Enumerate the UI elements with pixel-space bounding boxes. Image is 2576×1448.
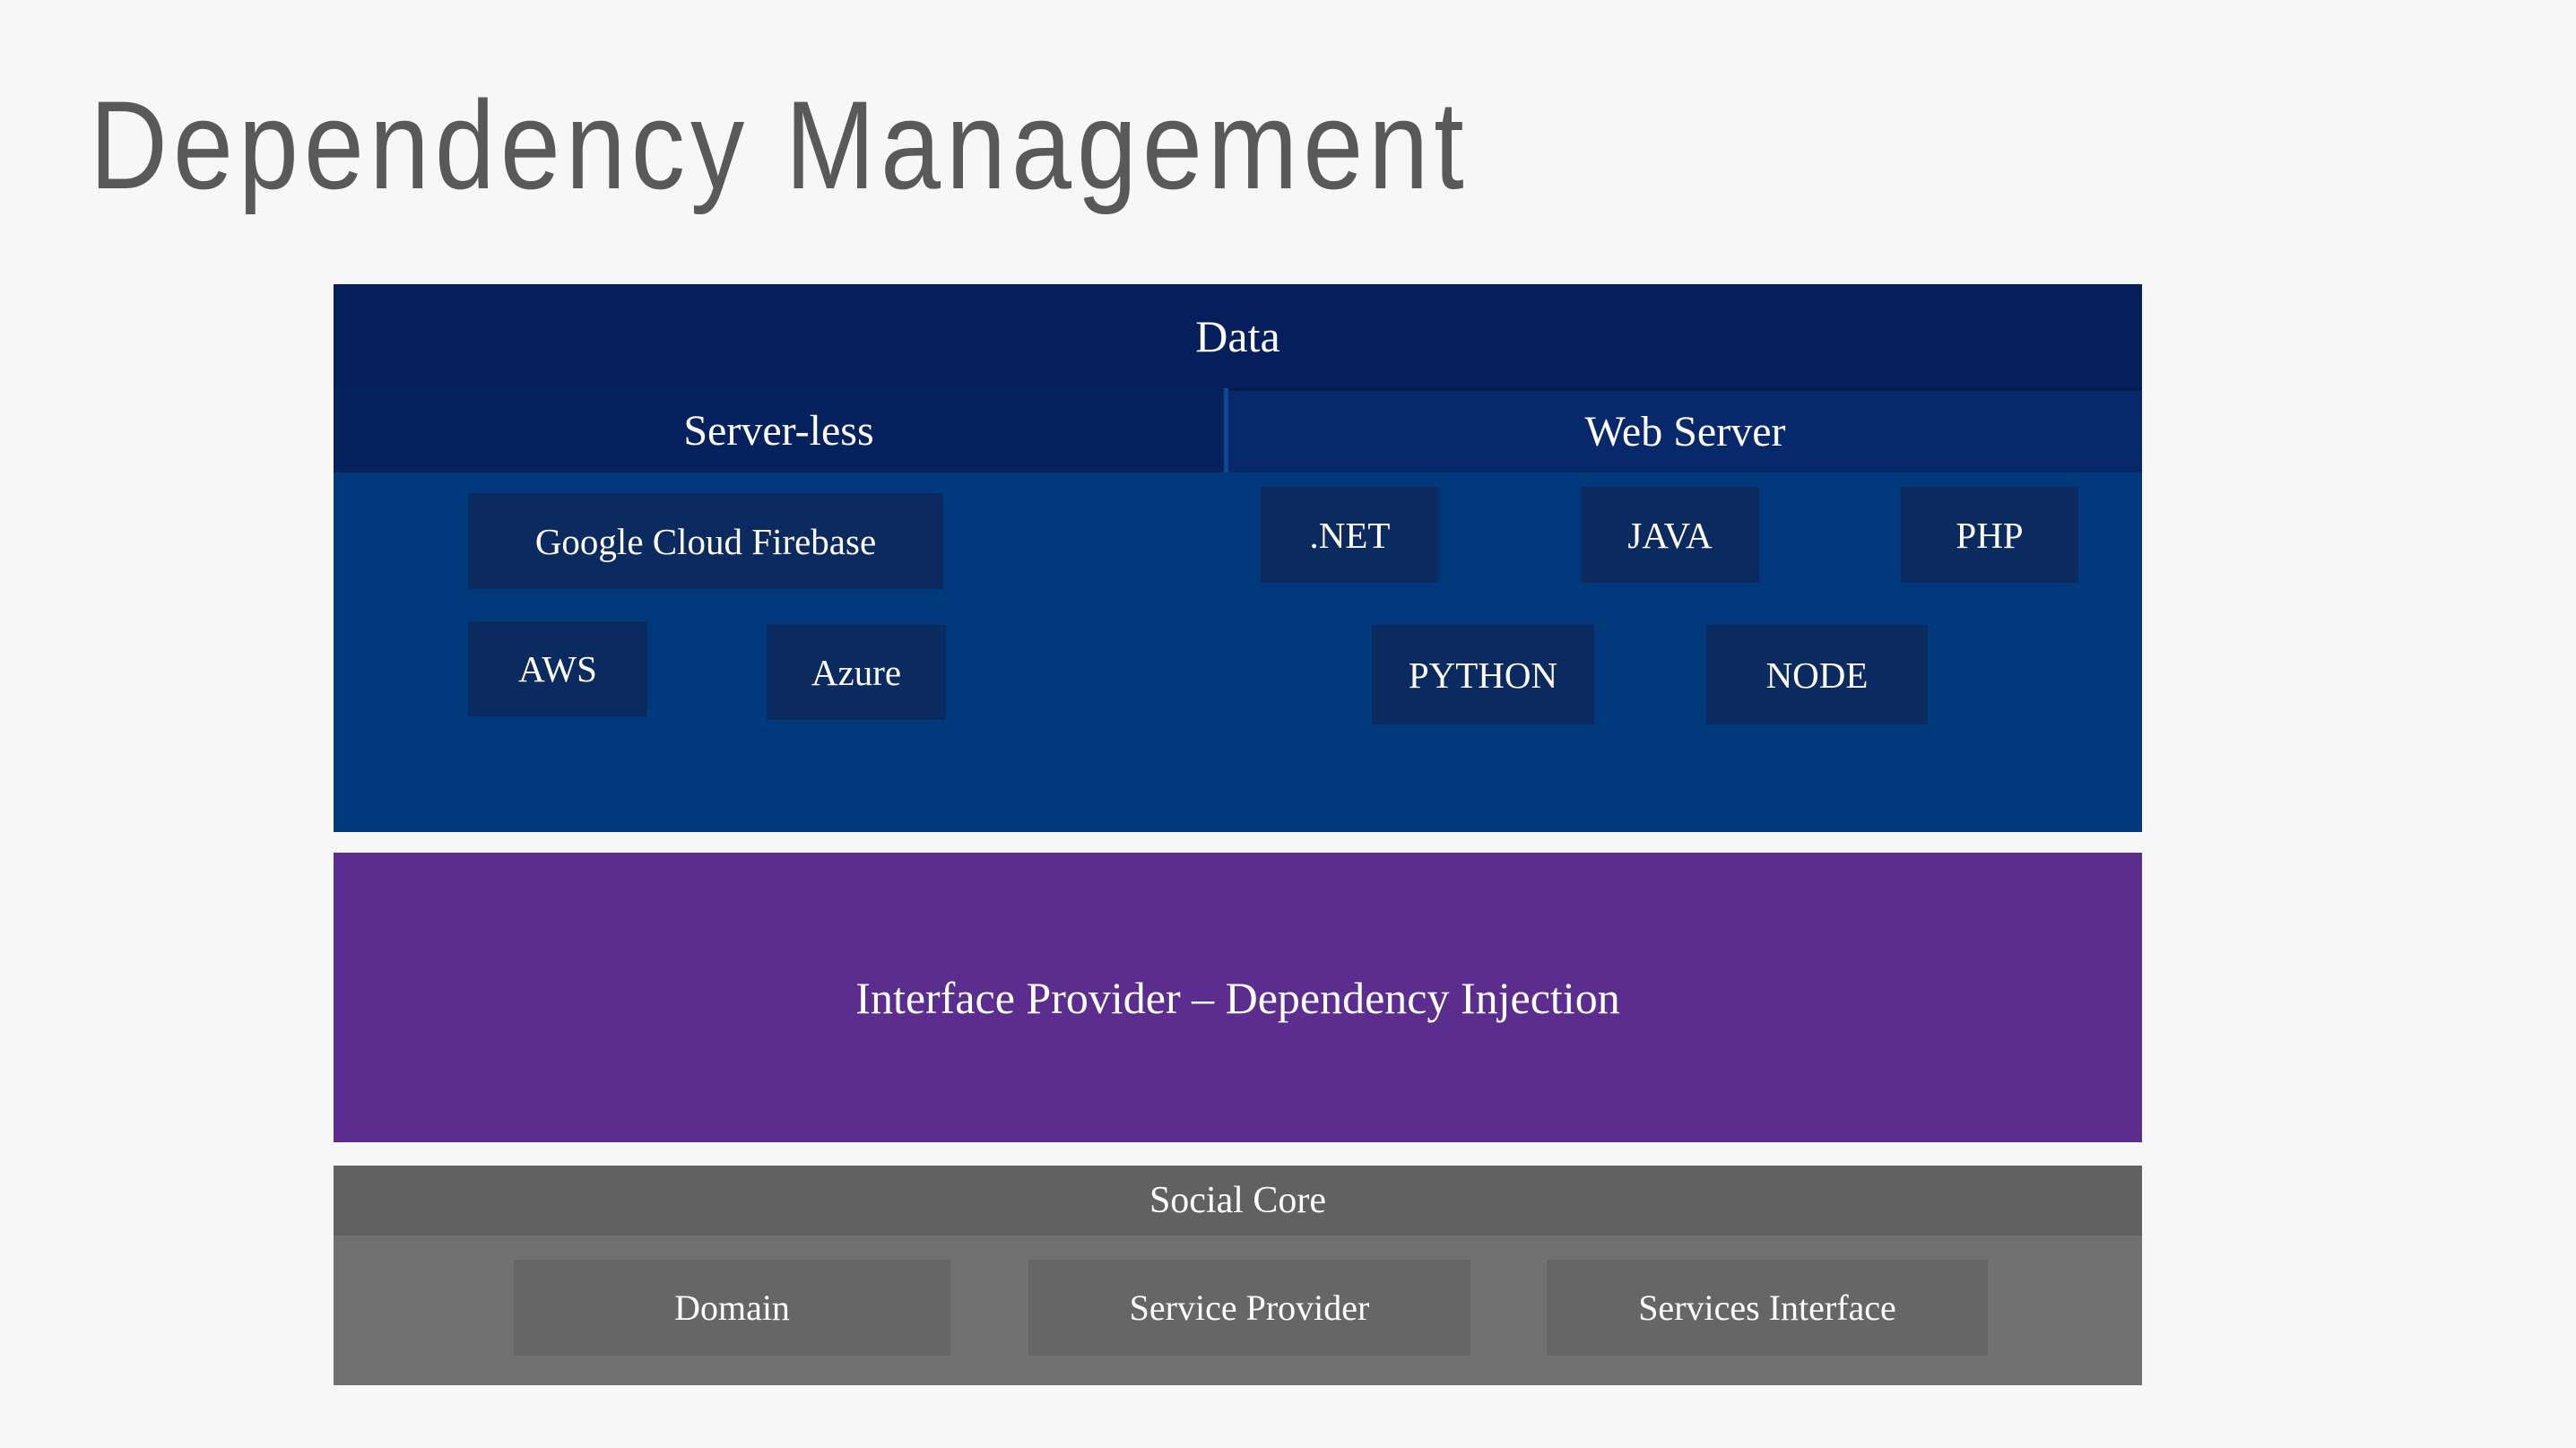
tech-box-node: NODE bbox=[1706, 625, 1928, 724]
data-layer-header-band: Server-less Web Server bbox=[334, 388, 2142, 473]
tech-box-azure: Azure bbox=[767, 625, 946, 720]
social-box-service-provider: Service Provider bbox=[1028, 1260, 1470, 1356]
tech-box-dotnet: .NET bbox=[1261, 487, 1439, 583]
data-layer-label: Data bbox=[1195, 311, 1280, 361]
tech-box-python: PYTHON bbox=[1372, 625, 1594, 724]
header-divider bbox=[1224, 388, 1228, 473]
serverless-header: Server-less bbox=[334, 388, 1224, 473]
tech-box-google-cloud-firebase: Google Cloud Firebase bbox=[468, 493, 943, 589]
tech-box-php: PHP bbox=[1901, 487, 2078, 583]
interface-provider-block: Interface Provider – Dependency Injectio… bbox=[334, 853, 2142, 1142]
tech-box-aws: AWS bbox=[468, 621, 647, 716]
social-core-block: Social Core Domain Service Provider Serv… bbox=[334, 1166, 2142, 1385]
social-box-domain: Domain bbox=[514, 1260, 950, 1356]
data-layer-block: Data Server-less Web Server Google Cloud… bbox=[334, 284, 2142, 832]
social-core-header: Social Core bbox=[334, 1166, 2142, 1236]
slide-title: Dependency Management bbox=[90, 74, 1470, 215]
tech-box-java: JAVA bbox=[1581, 487, 1759, 583]
webserver-header: Web Server bbox=[1228, 388, 2142, 473]
data-layer-body: Google Cloud Firebase AWS Azure .NET JAV… bbox=[334, 473, 2142, 832]
social-box-services-interface: Services Interface bbox=[1547, 1260, 1988, 1356]
